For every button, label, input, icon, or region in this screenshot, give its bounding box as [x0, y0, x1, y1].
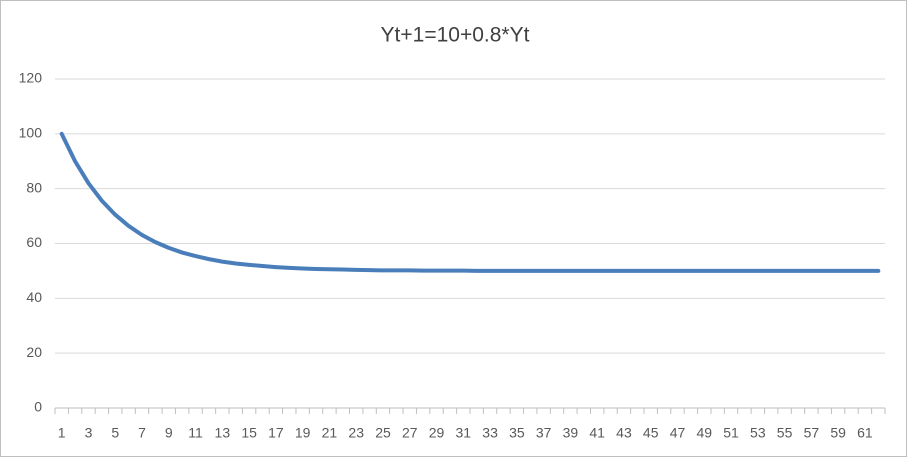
x-tick-label: 35 — [509, 425, 525, 441]
x-tick-label: 3 — [85, 425, 93, 441]
y-tick-label: 60 — [26, 234, 42, 250]
x-tick-label: 59 — [830, 425, 846, 441]
x-tick-label: 17 — [268, 425, 284, 441]
x-tick-label: 25 — [375, 425, 391, 441]
x-tick-label: 53 — [750, 425, 766, 441]
chart-title: Yt+1=10+0.8*Yt — [381, 24, 530, 47]
x-tick-label: 15 — [241, 425, 257, 441]
x-tick-label: 39 — [563, 425, 579, 441]
y-tick-label: 100 — [19, 125, 43, 141]
y-tick-label: 80 — [26, 179, 42, 195]
x-tick-label: 61 — [857, 425, 873, 441]
x-tick-label: 13 — [215, 425, 231, 441]
x-tick-label: 33 — [482, 425, 498, 441]
y-tick-label: 0 — [34, 399, 42, 415]
x-tick-label: 41 — [589, 425, 605, 441]
x-tick-label: 43 — [616, 425, 632, 441]
x-tick-label: 23 — [348, 425, 364, 441]
x-tick-label: 11 — [188, 425, 203, 441]
x-tick-label: 19 — [295, 425, 311, 441]
x-tick-label: 9 — [165, 425, 173, 441]
x-tick-label: 29 — [429, 425, 445, 441]
x-tick-label: 47 — [670, 425, 686, 441]
x-tick-label: 21 — [322, 425, 338, 441]
y-tick-label: 20 — [26, 344, 42, 360]
data-line — [59, 131, 881, 273]
y-tick-label: 40 — [26, 289, 42, 305]
x-tick-label: 45 — [643, 425, 659, 441]
x-tick-label: 57 — [804, 425, 820, 441]
x-tick-label: 51 — [723, 425, 739, 441]
x-tick-label: 31 — [456, 425, 472, 441]
x-tick-label: 1 — [58, 425, 66, 441]
x-tick-label: 37 — [536, 425, 552, 441]
x-tick-label: 49 — [696, 425, 712, 441]
x-tick-label: 27 — [402, 425, 418, 441]
y-tick-label: 120 — [19, 70, 43, 86]
x-tick-label: 55 — [777, 425, 793, 441]
x-tick-label: 7 — [138, 425, 146, 441]
x-tick-label: 5 — [111, 425, 119, 441]
